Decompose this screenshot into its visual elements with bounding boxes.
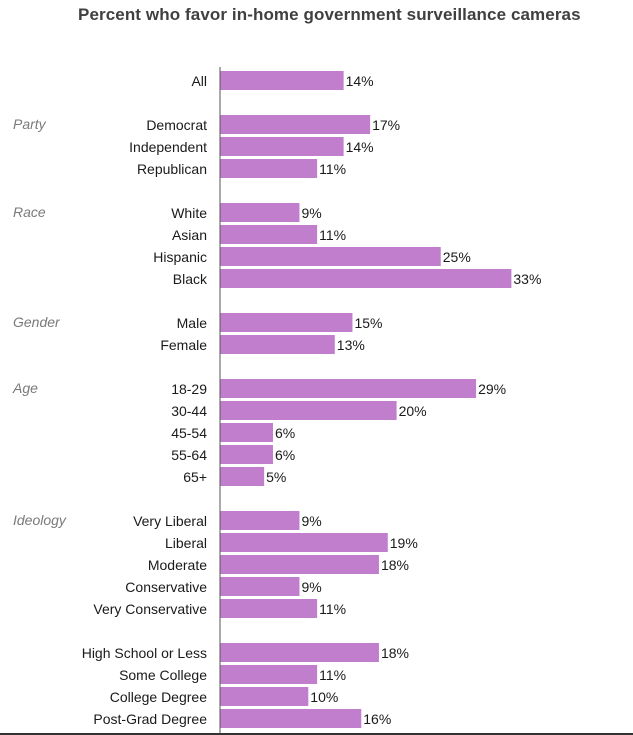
category-label-18-29: 18-29 xyxy=(171,381,207,397)
category-label-female: Female xyxy=(160,337,207,353)
value-label-republican: 11% xyxy=(319,161,346,177)
category-label-male: Male xyxy=(177,315,208,331)
category-label-30-44: 30-44 xyxy=(171,403,207,419)
category-label-democrat: Democrat xyxy=(146,117,207,133)
category-label-45-54: 45-54 xyxy=(171,425,207,441)
bar-conservative xyxy=(220,577,300,596)
category-label-moderate: Moderate xyxy=(148,557,207,573)
bar-30-44 xyxy=(220,401,397,420)
bar-college-degree xyxy=(220,687,309,706)
bar-independent xyxy=(220,137,344,156)
bar-high-school-or-less xyxy=(220,643,379,662)
bar-45-54 xyxy=(220,423,273,442)
group-label-race: Race xyxy=(13,204,46,220)
value-label-very-liberal: 9% xyxy=(301,513,321,529)
value-label-very-conservative: 11% xyxy=(319,601,346,617)
bar-some-college xyxy=(220,665,318,684)
value-label-liberal: 19% xyxy=(390,535,418,551)
category-label-all: All xyxy=(191,73,207,89)
bar-hispanic xyxy=(220,247,441,266)
value-label-18-29: 29% xyxy=(478,381,506,397)
category-label-independent: Independent xyxy=(129,139,207,155)
value-label-65: 5% xyxy=(266,469,286,485)
group-label-gender: Gender xyxy=(13,314,61,330)
group-label-party: Party xyxy=(13,116,47,132)
category-label-65: 65+ xyxy=(183,469,207,485)
value-label-post-grad-degree: 16% xyxy=(363,711,391,727)
category-label-college-degree: College Degree xyxy=(110,689,207,705)
bar-female xyxy=(220,335,335,354)
bar-post-grad-degree xyxy=(220,709,362,728)
category-label-very-conservative: Very Conservative xyxy=(93,601,207,617)
value-label-white: 9% xyxy=(301,205,321,221)
value-label-high-school-or-less: 18% xyxy=(381,645,409,661)
category-label-55-64: 55-64 xyxy=(171,447,207,463)
category-label-white: White xyxy=(171,205,207,221)
bar-18-29 xyxy=(220,379,477,398)
value-label-male: 15% xyxy=(354,315,382,331)
group-label-age: Age xyxy=(12,380,38,396)
category-label-hispanic: Hispanic xyxy=(153,249,207,265)
bar-liberal xyxy=(220,533,388,552)
bar-male xyxy=(220,313,353,332)
bar-republican xyxy=(220,159,318,178)
value-label-female: 13% xyxy=(337,337,365,353)
bar-moderate xyxy=(220,555,379,574)
category-label-very-liberal: Very Liberal xyxy=(133,513,207,529)
bar-65 xyxy=(220,467,265,486)
bar-democrat xyxy=(220,115,371,134)
category-label-liberal: Liberal xyxy=(165,535,207,551)
chart-title: Percent who favor in-home government sur… xyxy=(78,5,581,24)
bar-very-liberal xyxy=(220,511,300,530)
value-label-45-54: 6% xyxy=(275,425,295,441)
value-label-democrat: 17% xyxy=(372,117,400,133)
bar-very-conservative xyxy=(220,599,318,618)
category-label-some-college: Some College xyxy=(119,667,207,683)
bar-asian xyxy=(220,225,318,244)
category-label-republican: Republican xyxy=(137,161,207,177)
value-label-some-college: 11% xyxy=(319,667,346,683)
value-label-college-degree: 10% xyxy=(310,689,338,705)
value-label-conservative: 9% xyxy=(301,579,321,595)
group-label-ideology: Ideology xyxy=(13,512,67,528)
bar-all xyxy=(220,71,344,90)
value-label-hispanic: 25% xyxy=(443,249,471,265)
category-label-high-school-or-less: High School or Less xyxy=(82,645,207,661)
value-label-independent: 14% xyxy=(346,139,374,155)
category-label-post-grad-degree: Post-Grad Degree xyxy=(93,711,207,727)
value-label-moderate: 18% xyxy=(381,557,409,573)
category-label-asian: Asian xyxy=(172,227,207,243)
bar-black xyxy=(220,269,512,288)
category-label-black: Black xyxy=(173,271,208,287)
value-label-30-44: 20% xyxy=(399,403,427,419)
category-label-conservative: Conservative xyxy=(125,579,207,595)
value-label-all: 14% xyxy=(346,73,374,89)
bar-55-64 xyxy=(220,445,273,464)
value-label-black: 33% xyxy=(513,271,541,287)
value-label-55-64: 6% xyxy=(275,447,295,463)
value-label-asian: 11% xyxy=(319,227,346,243)
bar-white xyxy=(220,203,300,222)
